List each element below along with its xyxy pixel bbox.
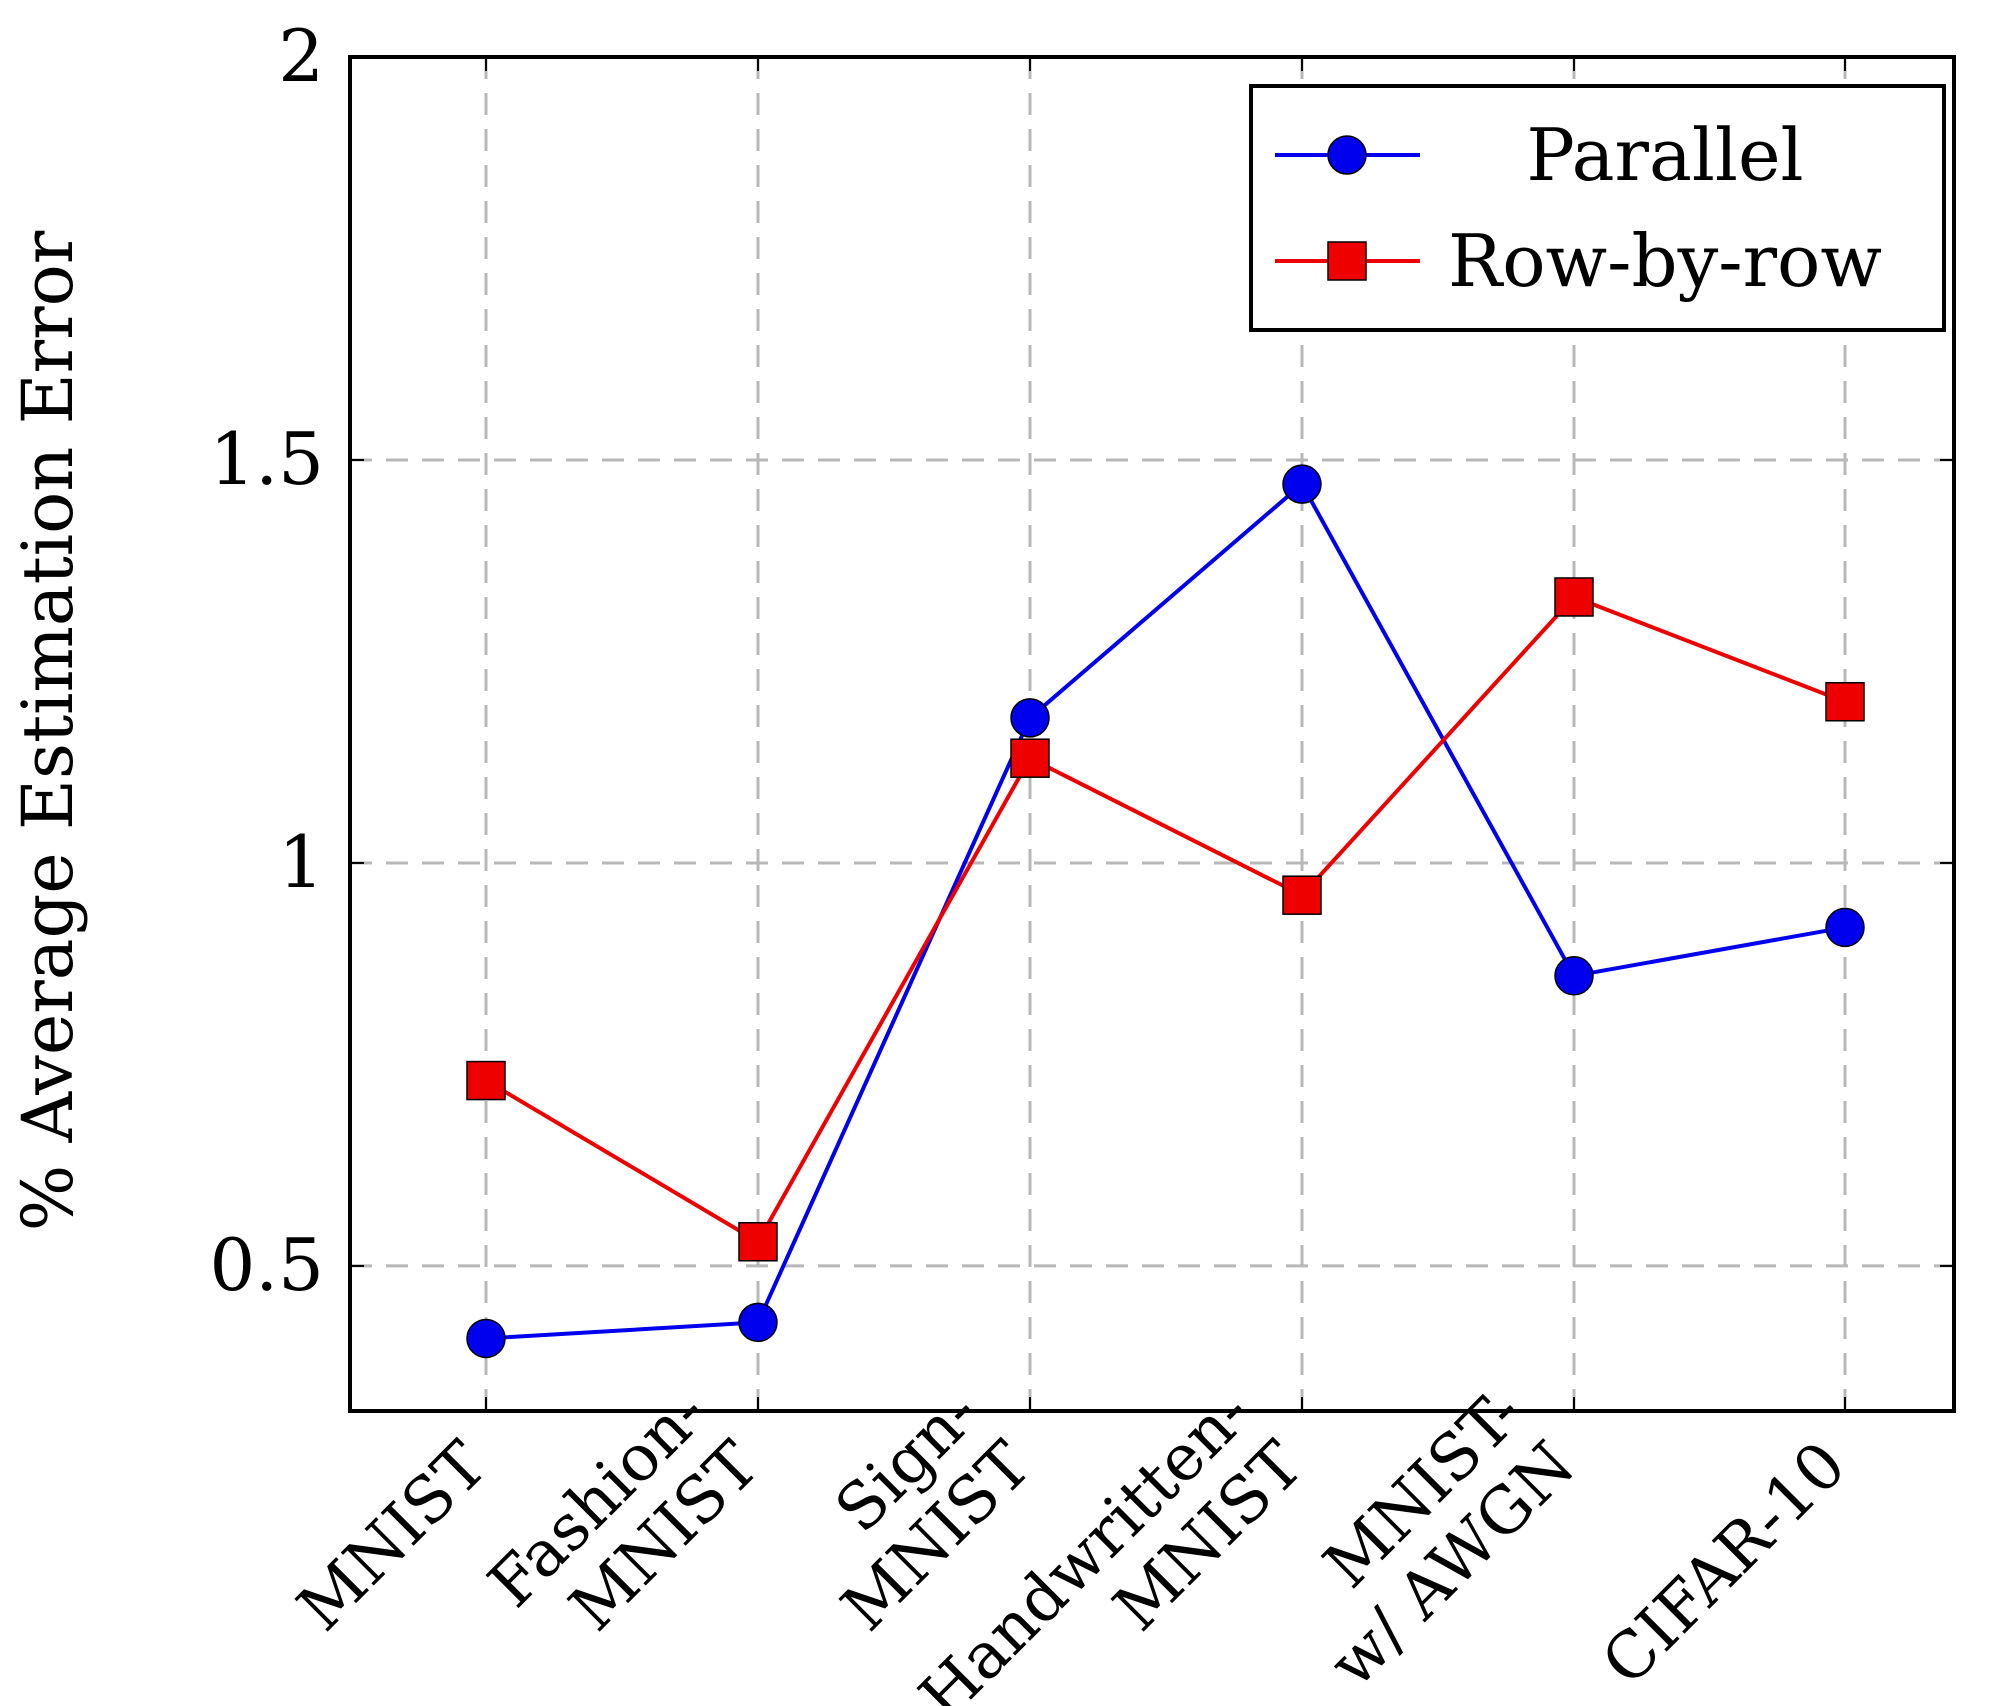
x-tick-label: Fashion-MNIST [475, 1376, 774, 1646]
legend-label: Row-by-row [1448, 219, 1882, 303]
data-point-row-by-row [1282, 875, 1322, 915]
series-line-parallel [485, 481, 1846, 1341]
y-tick-label: 2 [278, 14, 324, 98]
x-tick-label: CIFAR-10 [1589, 1428, 1861, 1700]
y-tick-label: 1 [278, 820, 324, 904]
y-tick-label: 1.5 [209, 417, 324, 501]
legend-marker-square [1327, 241, 1367, 281]
data-point-row-by-row [738, 1222, 778, 1262]
x-tick-label: MNIST-w/ AWGN [1310, 1376, 1589, 1702]
data-point-row-by-row [466, 1060, 506, 1101]
data-point-row-by-row [1010, 738, 1050, 778]
y-axis: 0.5 1 1.5 2 [209, 14, 1954, 1307]
legend-marker-circle [1327, 135, 1367, 175]
x-tick-label-line: MNIST [284, 1428, 502, 1646]
data-point-parallel [1554, 956, 1594, 996]
data-point-parallel [466, 1318, 506, 1359]
data-point-parallel [1825, 907, 1865, 948]
legend: Parallel Row-by-row [1249, 84, 1946, 332]
x-tick-label-line: CIFAR-10 [1589, 1428, 1861, 1700]
legend-box [1249, 84, 1946, 332]
x-tick-label: MNIST [284, 1428, 502, 1646]
data-point-parallel [738, 1302, 778, 1343]
y-tick-label: 0.5 [209, 1223, 324, 1307]
data-point-row-by-row [1825, 682, 1865, 722]
legend-label: Parallel [1526, 113, 1803, 197]
data-series [466, 464, 1865, 1359]
data-point-row-by-row [1554, 577, 1594, 617]
series-line-row-by-row [484, 594, 1846, 1245]
plot-frame [348, 55, 1956, 1413]
data-point-parallel [1010, 698, 1050, 738]
data-point-parallel [1282, 464, 1322, 504]
y-axis-label: % Average Estimation Error [7, 230, 89, 1231]
